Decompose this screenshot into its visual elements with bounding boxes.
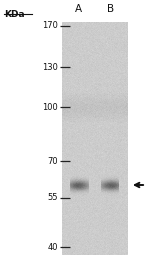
Text: 130: 130: [42, 62, 58, 72]
Text: 55: 55: [48, 193, 58, 202]
Text: 100: 100: [42, 102, 58, 112]
Text: KDa: KDa: [4, 10, 25, 19]
Text: B: B: [107, 4, 115, 14]
Text: 170: 170: [42, 21, 58, 30]
Text: 70: 70: [47, 156, 58, 165]
Text: 40: 40: [48, 242, 58, 252]
Text: A: A: [74, 4, 82, 14]
